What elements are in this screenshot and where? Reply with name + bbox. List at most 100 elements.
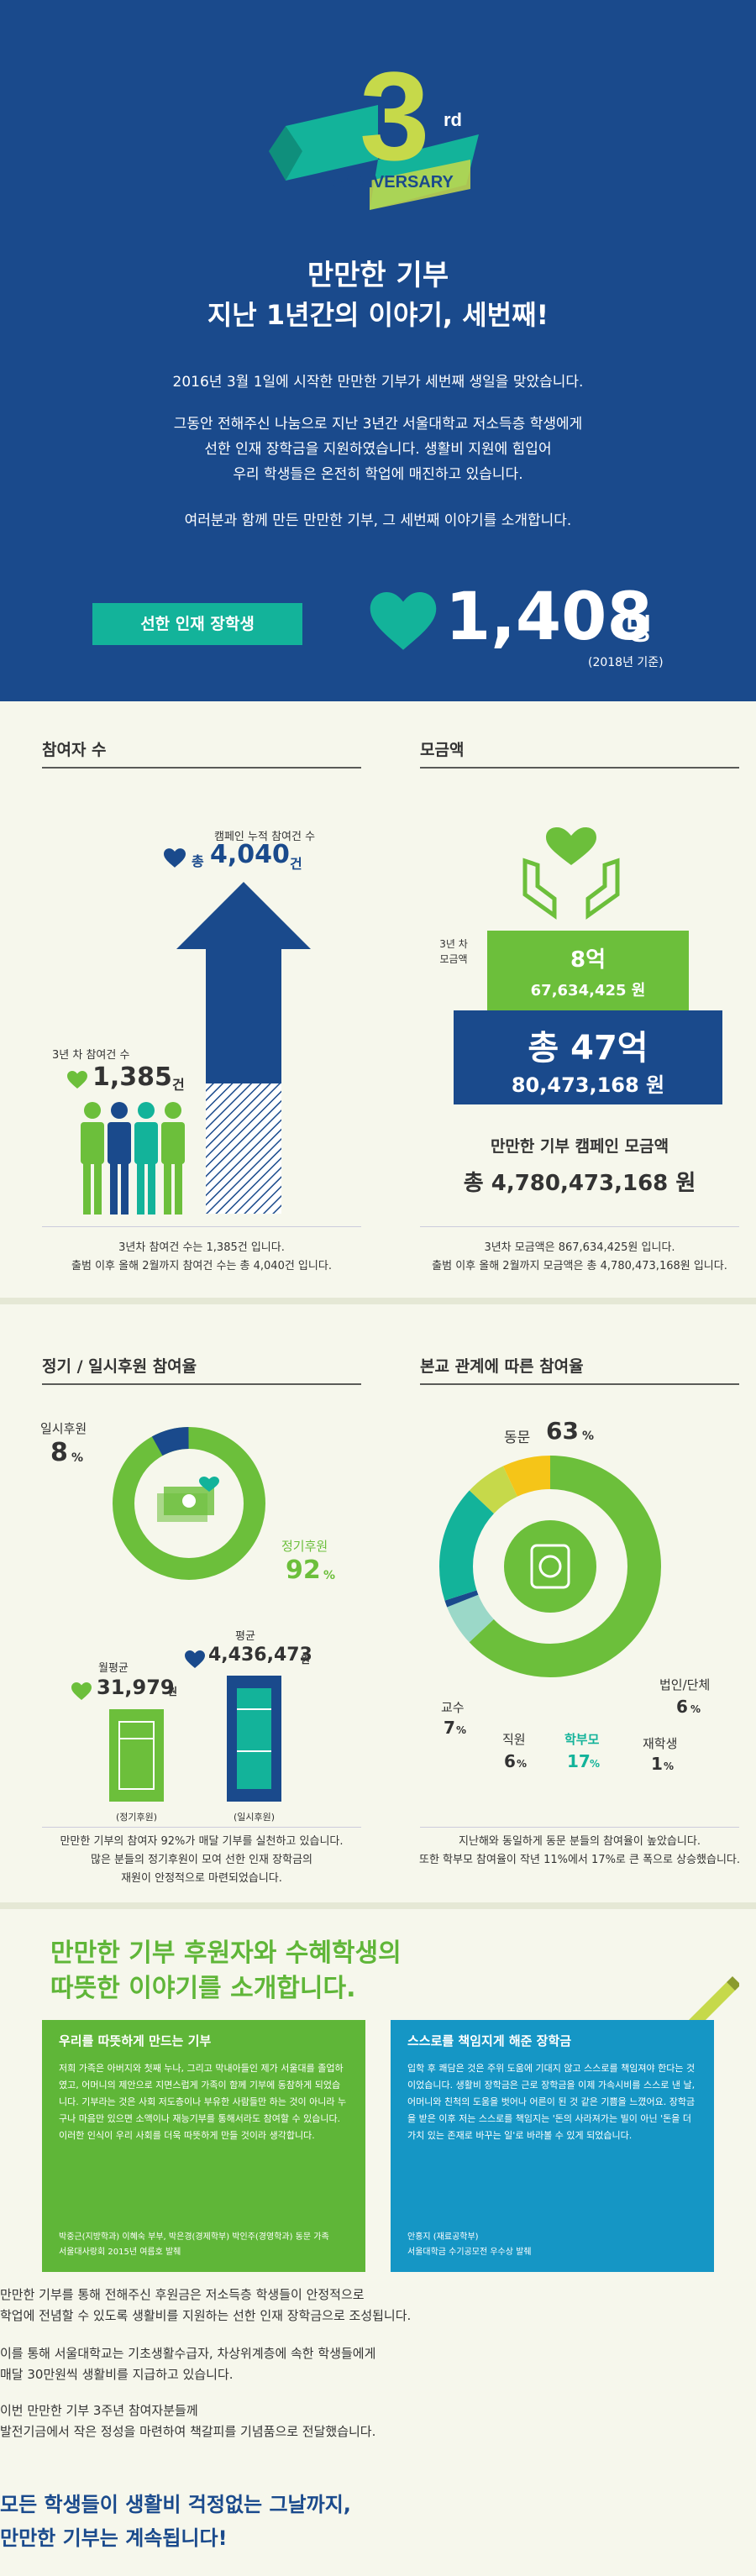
relation-caption-1: 지난해와 동일하게 동문 분들의 참여율이 높았습니다. xyxy=(459,1835,701,1848)
hero-paragraph-2c: 우리 학생들은 온전히 학업에 매진하고 있습니다. xyxy=(233,466,523,483)
logo-suffix: rd xyxy=(444,109,462,130)
story-donor-text: 저희 가족은 아버지와 첫째 누나, 그리고 막내아들인 제가 서울대를 졸업하… xyxy=(59,2063,347,2141)
alumni-label: 동문 xyxy=(504,1430,531,1446)
onetime-value: 8 xyxy=(50,1438,68,1467)
growth-arrow xyxy=(176,882,311,1214)
participants-caption-1: 3년차 참여건 수는 1,385건 입니다. xyxy=(118,1241,285,1254)
parent-pct: % xyxy=(590,1758,601,1770)
story-donor-sign-1: 박중근(지방학과) 이혜숙 부부, 박은경(경제학부) 박인주(경영학과) 동문… xyxy=(59,2232,329,2242)
year3-donation-box xyxy=(487,931,689,1010)
onetime-label: 일시후원 xyxy=(40,1421,87,1436)
donations-caption-1: 3년차 모금액은 867,634,425원 입니다. xyxy=(484,1241,675,1254)
regular-value: 92 xyxy=(286,1556,321,1585)
story-card-student: 스스로를 책임지게 해준 장학금 입학 후 쾌담은 것은 주위 도움에 기대지 … xyxy=(391,2020,714,2272)
corp-value: 6 xyxy=(676,1697,688,1717)
regular-pct: % xyxy=(323,1569,336,1582)
monthly-label: 월평균 xyxy=(98,1662,129,1675)
scholar-unit: 명 xyxy=(626,613,653,647)
hands-heart-icon xyxy=(522,827,620,920)
hero-paragraph-2a: 그동안 전해주신 나눔으로 지난 3년간 서울대학교 저소득층 학생에게 xyxy=(173,416,583,433)
scholar-badge: 선한 인재 장학생 xyxy=(92,603,302,645)
story-student-sign-1: 안홍지 (재료공학부) xyxy=(407,2232,479,2242)
avg-won: 원 xyxy=(301,1654,311,1666)
divider xyxy=(42,1827,361,1828)
monthly-value: 31,979 xyxy=(97,1676,175,1699)
heart-icon xyxy=(67,1071,87,1089)
relation-heading: 본교 관계에 따른 참여율 xyxy=(420,1354,739,1385)
year3-donation-short: 8억 xyxy=(570,947,606,973)
parent-label: 학부모 xyxy=(564,1732,600,1747)
divider xyxy=(420,1827,739,1828)
relation-caption-2: 또한 학부모 참여율이 작년 11%에서 17%로 큰 폭으로 상승했습니다. xyxy=(418,1854,741,1866)
regular-donut-chart xyxy=(113,1427,265,1580)
story-donor-sign-2: 서울대사랑회 2015년 여름호 발췌 xyxy=(59,2248,181,2257)
heart-icon xyxy=(370,592,437,650)
alumni-pct: % xyxy=(582,1430,595,1443)
total-participation-value: 4,040 xyxy=(210,840,290,869)
ribbon-left xyxy=(286,105,378,181)
closing-p2a: 이를 통해 서울대학교는 기초생활수급자, 차상위계층에 속한 학생들에게 xyxy=(0,2346,376,2361)
donations-caption-2: 출범 이후 올해 2월까지 모금액은 총 4,780,473,168원 입니다. xyxy=(432,1260,727,1272)
alumni-value: 63 xyxy=(546,1417,579,1445)
avg-value: 4,436,473 xyxy=(208,1645,312,1666)
regular-heading: 정기 / 일시후원 참여율 xyxy=(42,1354,362,1385)
divider xyxy=(420,1226,739,1227)
relation-donut-chart xyxy=(439,1456,661,1677)
average-bars xyxy=(109,1676,281,1802)
parent-value: 17 xyxy=(567,1751,591,1771)
closing-p1b: 학업에 전념할 수 있도록 생활비를 지원하는 선한 인재 장학금으로 조성됩니… xyxy=(0,2308,412,2323)
heart-icon xyxy=(164,848,186,868)
staff-label: 직원 xyxy=(502,1732,526,1747)
regular-caption-1: 만만한 기부의 참여자 92%가 매달 기부를 실천하고 있습니다. xyxy=(60,1835,344,1848)
closing-p2b: 매달 30만원씩 생활비를 지급하고 있습니다. xyxy=(0,2367,234,2382)
scholar-note: (2018년 기준) xyxy=(588,656,664,669)
hero-paragraph-3: 여러분과 함께 만든 만만한 기부, 그 세번째 이야기를 소개합니다. xyxy=(184,512,572,529)
people-icon xyxy=(81,1102,185,1215)
prof-value: 7 xyxy=(444,1718,455,1738)
regular-label: 정기후원 xyxy=(281,1539,328,1554)
story-student-title: 스스로를 책임지게 해준 장학금 xyxy=(407,2033,572,2049)
hero-title: 만만한 기부 xyxy=(307,259,449,292)
logo-number: 3 xyxy=(360,45,429,186)
closing-final-1: 모든 학생들이 생활비 걱정없는 그날까지, xyxy=(0,2493,351,2516)
hero-subtitle: 지난 1년간의 이야기, 세번째! xyxy=(207,299,549,331)
total-participation-label: 캠페인 누적 참여건 수 xyxy=(214,831,316,843)
divider xyxy=(42,1226,361,1227)
scholar-count: 1,408 xyxy=(445,580,653,655)
total-donation-short: 총 47억 xyxy=(528,1029,648,1068)
onetime-pct: % xyxy=(71,1451,84,1465)
year3-donation-full: 67,634,425 원 xyxy=(530,982,646,999)
campaign-total-value: 총 4,780,473,168 원 xyxy=(463,1171,696,1196)
heart-icon xyxy=(71,1682,92,1700)
heart-icon xyxy=(185,1650,205,1668)
story-student-sign-2: 서울대학금 수기공모전 우수상 발췌 xyxy=(407,2248,532,2257)
donations-heading: 모금액 xyxy=(420,737,743,769)
hero-section: 3 rd ANNIVERSARY 만만한 기부 지난 1년간의 이야기, 세번째… xyxy=(0,0,756,701)
student-value: 1 xyxy=(651,1754,663,1774)
year3-unit: 건 xyxy=(172,1077,185,1093)
closing-p3a: 이번 만만한 기부 3주년 참여자분들께 xyxy=(0,2403,198,2418)
avg-label: 평균 xyxy=(235,1630,255,1643)
student-label: 재학생 xyxy=(643,1736,678,1751)
bar-regular-label: (정기후원) xyxy=(115,1812,158,1823)
staff-pct: % xyxy=(517,1758,528,1770)
closing-p3b: 발전기금에서 작은 정성을 마련하여 책갈피를 기념품으로 전달했습니다. xyxy=(0,2424,376,2439)
monthly-won: 원 xyxy=(168,1686,178,1697)
year3-participation-value: 1,385 xyxy=(92,1062,172,1092)
closing-final-2: 만만한 기부는 계속됩니다! xyxy=(0,2526,228,2550)
prof-pct: % xyxy=(456,1724,467,1736)
closing-p1a: 만만한 기부를 통해 전해주신 후원금은 저소득층 학생들이 안정적으로 xyxy=(0,2287,365,2302)
participants-heading: 참여자 수 xyxy=(42,737,360,769)
total-prefix: 총 xyxy=(192,853,204,869)
student-pct: % xyxy=(664,1760,675,1772)
story-student-text: 입학 후 쾌담은 것은 주위 도움에 기대지 않고 스스로를 책임져야 한다는 … xyxy=(407,2063,696,2141)
year3-donation-label-2: 모금액 xyxy=(439,953,468,965)
story-donor-title: 우리를 따뜻하게 만드는 기부 xyxy=(59,2033,212,2049)
stories-heading-1: 만만한 기부 후원자와 수혜학생의 xyxy=(50,1939,402,1968)
anniversary-logo: 3 rd ANNIVERSARY xyxy=(269,45,479,210)
section-divider xyxy=(0,1902,756,1909)
campaign-total-label: 만만한 기부 캠페인 모금액 xyxy=(490,1137,669,1156)
logo-text: ANNIVERSARY xyxy=(332,173,454,191)
story-card-donor: 우리를 따뜻하게 만드는 기부 저희 가족은 아버지와 첫째 누나, 그리고 막… xyxy=(42,2020,365,2272)
total-unit: 건 xyxy=(290,856,302,872)
